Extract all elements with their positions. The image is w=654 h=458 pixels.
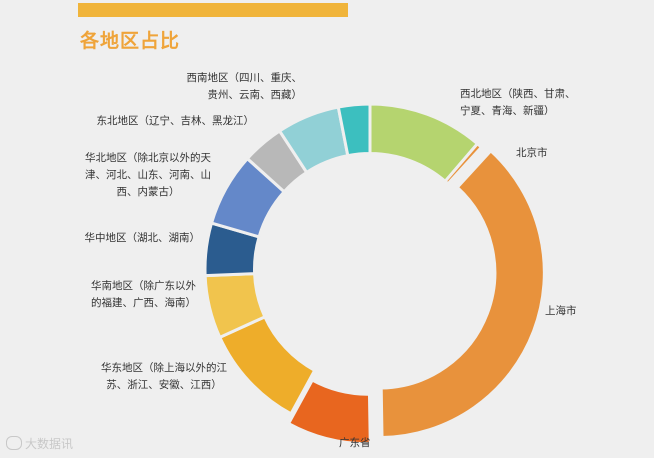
label-east-line2: 苏、浙江、安徽、江西） bbox=[106, 379, 222, 391]
watermark: 大数据讯 bbox=[6, 435, 73, 452]
label-northwest-line2: 宁夏、青海、新疆） bbox=[460, 105, 555, 117]
label-north-line3: 西、内蒙古） bbox=[116, 186, 180, 198]
label-southwest-line2: 贵州、云南、西藏） bbox=[207, 89, 303, 101]
label-north-line2: 津、河北、山东、河南、山 bbox=[85, 169, 211, 181]
label-guangdong: 广东省 bbox=[339, 435, 371, 452]
logo-icon bbox=[6, 436, 22, 450]
label-east-line1: 华东地区（除上海以外的江 bbox=[101, 362, 227, 374]
label-shanghai: 上海市 bbox=[545, 303, 577, 320]
label-beijing: 北京市 bbox=[516, 145, 548, 162]
header-bar bbox=[78, 3, 348, 17]
label-northwest: 西北地区（陕西、甘肃、 宁夏、青海、新疆） bbox=[460, 86, 576, 120]
watermark-text: 大数据讯 bbox=[25, 437, 74, 451]
label-east: 华东地区（除上海以外的江 苏、浙江、安徽、江西） bbox=[96, 360, 232, 394]
label-guangdong-line1: 广东省 bbox=[339, 437, 371, 449]
label-northeast: 东北地区（辽宁、吉林、黑龙江） bbox=[97, 113, 255, 130]
slice-1 bbox=[443, 141, 484, 186]
label-north: 华北地区（除北京以外的天 津、河北、山东、河南、山 西、内蒙古） bbox=[82, 150, 214, 201]
label-south: 华南地区（除广东以外 的福建、广西、海南） bbox=[91, 278, 196, 312]
label-central: 华中地区（湖北、湖南） bbox=[85, 230, 201, 247]
label-southwest: 西南地区（四川、重庆、 贵州、云南、西藏） bbox=[187, 70, 303, 104]
label-south-line2: 的福建、广西、海南） bbox=[91, 297, 196, 309]
chart-title: 各地区占比 bbox=[80, 30, 181, 52]
label-south-line1: 华南地区（除广东以外 bbox=[91, 280, 196, 292]
slice-2 bbox=[379, 148, 546, 440]
label-central-line1: 华中地区（湖北、湖南） bbox=[84, 232, 201, 244]
label-beijing-line1: 北京市 bbox=[516, 147, 548, 159]
label-southwest-line1: 西南地区（四川、重庆、 bbox=[186, 72, 303, 84]
label-north-line1: 华北地区（除北京以外的天 bbox=[85, 152, 211, 164]
label-shanghai-line1: 上海市 bbox=[545, 305, 577, 317]
slice-10 bbox=[336, 102, 372, 158]
label-northwest-line1: 西北地区（陕西、甘肃、 bbox=[460, 88, 576, 100]
label-northeast-line1: 东北地区（辽宁、吉林、黑龙江） bbox=[96, 115, 255, 127]
slice-3 bbox=[286, 378, 372, 446]
